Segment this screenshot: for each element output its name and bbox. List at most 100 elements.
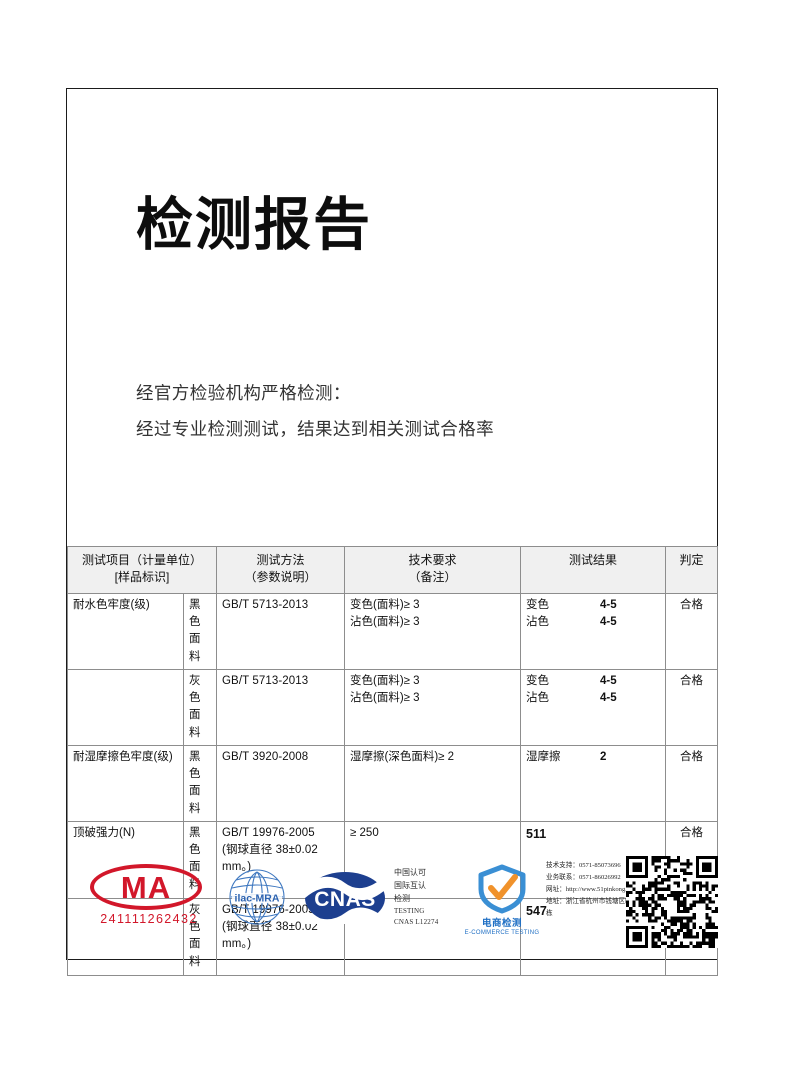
requirement-line: 变色(面料)≥ 3	[350, 598, 420, 611]
sample-line: 黑色	[189, 826, 201, 857]
method-line: GB/T 19976-2005	[222, 826, 315, 839]
svg-text:CNAS: CNAS	[314, 888, 376, 911]
cell-test-result: 变色 4-5 沾色 4-5	[520, 592, 667, 670]
table-header-row: 测试项目（计量单位） [样品标识] 测试方法 （参数说明） 技术要求 （备注） …	[66, 546, 719, 594]
sample-line: 面料	[189, 633, 201, 663]
ecommerce-testing-badge: 电商检测 E-COMMERCE TESTING	[464, 864, 540, 936]
cnas-text-line-1: 中国认可	[394, 868, 426, 877]
column-header-verdict: 判定	[665, 546, 719, 594]
sample-line: 黑色	[189, 598, 201, 629]
cell-verdict: 合格	[665, 744, 719, 822]
cnas-text-line-3: 检测	[394, 894, 410, 904]
cell-test-item	[67, 897, 184, 976]
sample-line: 灰色	[189, 903, 201, 934]
column-header-verdict-main: 判定	[679, 553, 704, 567]
cma-certificate-number: 241111262432	[100, 912, 198, 926]
requirement-line: ≥ 250	[350, 826, 379, 839]
result-label: 湿摩擦	[526, 750, 561, 763]
cell-test-item: 耐湿摩擦色牢度(级)	[67, 744, 184, 822]
intro-block: 经官方检验机构严格检测： 经过专业检测测试，结果达到相关测试合格率	[136, 376, 606, 448]
column-header-result-main: 测试结果	[569, 553, 618, 567]
cma-mark-text: MA	[90, 864, 202, 910]
contact-website: 网址：http://www.51pinkong.com	[546, 886, 639, 893]
cell-test-method: GB/T 5713-2013	[216, 668, 346, 746]
requirement-line: 变色(面料)≥ 3	[350, 674, 420, 687]
column-header-requirement: 技术要求 （备注）	[344, 546, 522, 594]
cell-test-method: GB/T 3920-2008	[216, 744, 346, 822]
cnas-text-line-2: 国际互认	[394, 881, 426, 891]
cell-test-item: 耐水色牢度(级)	[67, 592, 184, 670]
cnas-registration-number: CNAS L12274	[394, 918, 439, 927]
method-line: (钢球直径 38±0.02	[222, 844, 318, 857]
result-entry: 变色 4-5	[526, 673, 660, 690]
column-header-method: 测试方法 （参数说明）	[216, 546, 346, 594]
cell-verdict: 合格	[665, 668, 719, 746]
intro-line-1: 经官方检验机构严格检测：	[136, 383, 351, 403]
method-line: GB/T 19976-2005	[222, 903, 315, 916]
cnas-accreditation-text: 中国认可 国际互认 检测 TESTING CNAS L12274	[394, 866, 460, 929]
shield-check-icon	[478, 864, 526, 914]
result-value: 2	[600, 750, 607, 763]
result-value: 547	[526, 903, 547, 918]
column-header-item-sub: [样品标识]	[114, 570, 170, 585]
result-value: 4-5	[600, 692, 617, 705]
result-entry: 沾色 4-5	[526, 614, 660, 631]
cell-test-method: GB/T 5713-2013	[216, 592, 346, 670]
table-row: 耐湿摩擦色牢度(级) 黑色面料 GB/T 3920-2008 湿摩擦(深色面料)≥ 2…	[67, 744, 719, 822]
cell-sample-id: 灰色 面料	[182, 897, 218, 976]
result-value: 4-5	[600, 674, 617, 687]
column-header-method-main: 测试方法	[256, 553, 305, 567]
method-line: mm。)	[222, 861, 252, 874]
sample-line: 灰色	[189, 674, 201, 705]
qr-code[interactable]	[626, 856, 718, 948]
method-line: (钢球直径 38±0.02	[222, 921, 318, 934]
method-line: GB/T 5713-2013	[222, 674, 309, 687]
ecommerce-badge-cn-label: 电商检测	[481, 918, 522, 929]
sample-line: 黑色	[189, 750, 201, 781]
table-row: 耐水色牢度(级) 黑色面料 GB/T 5713-2013 变色(面料)≥ 3 沾色(面料…	[67, 592, 719, 670]
requirement-line: 湿摩擦(深色面料)≥ 2	[350, 750, 455, 763]
column-header-item: 测试项目（计量单位） [样品标识]	[66, 546, 218, 594]
cell-test-result: 湿摩擦 2	[520, 744, 667, 822]
page-title: 检测报告	[136, 193, 372, 257]
contact-address: 地址：浙江省杭州市钱塘区眼海街 600 号 5 幢 2 栋	[546, 898, 683, 917]
cell-technical-requirement: 变色(面料)≥ 3 沾色(面料)≥ 3	[344, 668, 522, 746]
svg-text:ilac-MRA: ilac-MRA	[235, 893, 280, 905]
result-label: 变色	[526, 598, 550, 611]
sample-line: 面料	[189, 785, 201, 815]
requirement-line: 沾色(面料)≥ 3	[350, 692, 420, 705]
sample-line: 面料	[189, 709, 201, 739]
requirement-line: 沾色(面料)≥ 3	[350, 616, 420, 629]
result-entry: 沾色 4-5	[526, 690, 660, 707]
sample-line: 面料	[189, 938, 201, 968]
column-header-result: 测试结果	[520, 546, 667, 594]
cell-sample-id: 黑色 面料	[182, 592, 218, 670]
method-line: GB/T 3920-2008	[222, 750, 309, 763]
method-line: GB/T 5713-2013	[222, 598, 309, 611]
table-row: 灰色面料 GB/T 5713-2013 变色(面料)≥ 3 沾色(面料)≥ 3 变色 4-…	[67, 668, 719, 746]
footer-certification-strip: MA 241111262432 ilac-MRA	[68, 852, 718, 958]
contact-information: 技术支持：0571-85073696 业务联系：0571-86026992 网址…	[546, 860, 686, 920]
method-line: mm。)	[222, 938, 252, 951]
cell-technical-requirement: 湿摩擦(深色面料)≥ 2	[344, 744, 522, 822]
cell-technical-requirement: 变色(面料)≥ 3 沾色(面料)≥ 3	[344, 592, 522, 670]
cell-test-item	[67, 668, 184, 746]
result-value: 4-5	[600, 616, 617, 629]
result-value: 4-5	[600, 598, 617, 611]
cell-verdict: 合格	[665, 592, 719, 670]
cell-sample-id: 黑色 面料	[182, 744, 218, 822]
cell-sample-id: 灰色 面料	[182, 668, 218, 746]
column-header-requirement-main: 技术要求	[408, 553, 457, 567]
intro-line-2: 经过专业检测测试，结果达到相关测试合格率	[136, 418, 494, 439]
column-header-method-sub: （参数说明）	[244, 570, 317, 585]
column-header-requirement-sub: （备注）	[408, 570, 457, 585]
ilac-mra-logo: ilac-MRA	[226, 866, 288, 928]
result-label: 变色	[526, 674, 550, 687]
result-label: 沾色	[526, 692, 550, 705]
column-header-item-main: 测试项目（计量单位）	[82, 553, 203, 567]
result-entry: 湿摩擦 2	[526, 749, 660, 766]
cma-logo: MA 241111262432	[90, 864, 208, 926]
result-entry: 变色 4-5	[526, 597, 660, 614]
cnas-logo: CNAS	[302, 870, 388, 926]
contact-business: 业务联系：0571-86026992	[546, 874, 621, 881]
